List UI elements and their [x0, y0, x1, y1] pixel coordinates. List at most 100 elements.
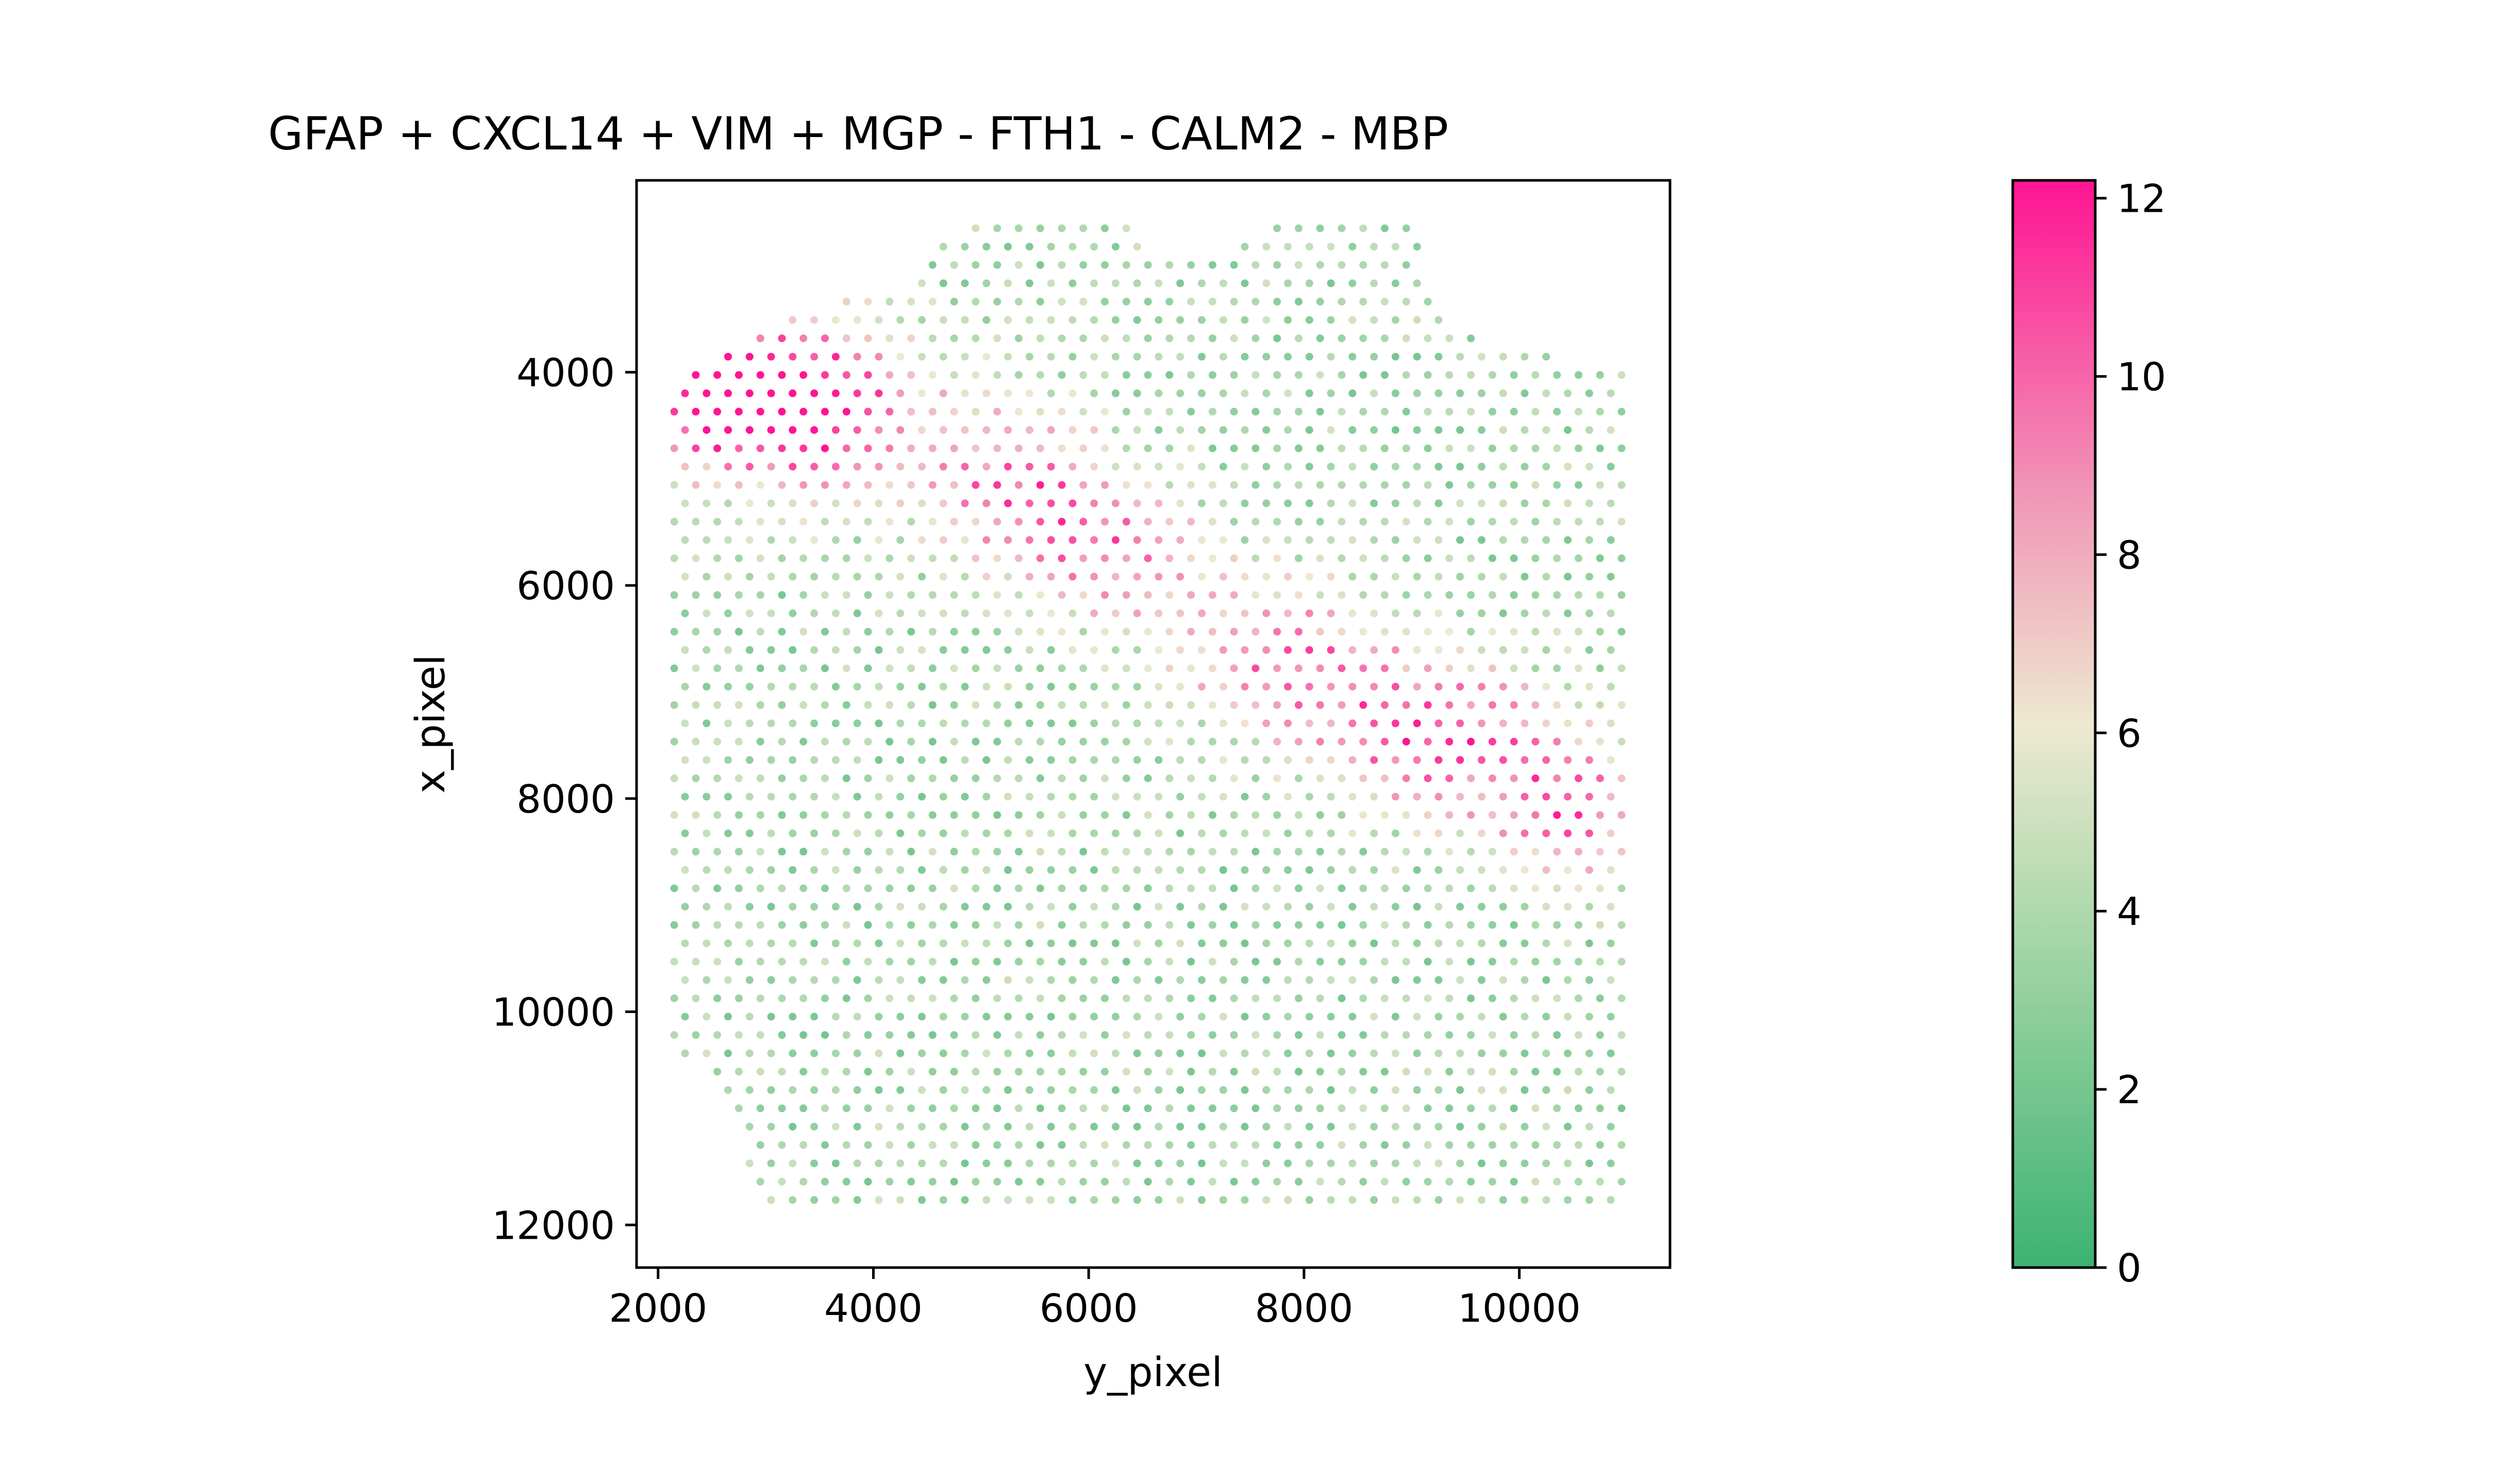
spot	[778, 701, 786, 709]
spot	[1391, 609, 1399, 617]
spot	[1230, 1104, 1238, 1112]
spot	[864, 921, 872, 929]
spot	[1445, 994, 1454, 1002]
spot	[875, 1086, 883, 1094]
spot	[703, 499, 711, 508]
spot	[1510, 554, 1518, 562]
spot	[972, 994, 980, 1002]
spot	[1144, 957, 1152, 966]
spot	[703, 646, 711, 654]
spot	[821, 921, 829, 929]
spot	[1111, 426, 1120, 434]
spot	[961, 866, 969, 874]
spot	[1348, 352, 1357, 361]
spot	[1047, 463, 1055, 471]
spot	[756, 921, 764, 929]
spot	[681, 572, 689, 581]
spot	[789, 1159, 797, 1168]
spot	[1079, 884, 1088, 892]
spot	[1370, 463, 1378, 471]
spot	[1122, 884, 1130, 892]
spot	[1531, 1104, 1540, 1112]
spot	[1370, 1086, 1378, 1094]
spot	[1575, 1031, 1582, 1039]
spot	[1553, 408, 1561, 416]
spot	[1176, 352, 1184, 361]
spot	[1499, 609, 1507, 617]
spot	[734, 701, 743, 709]
spot	[1607, 829, 1615, 837]
spot	[864, 444, 872, 452]
spot	[1488, 1068, 1496, 1076]
spot	[734, 444, 743, 452]
spot	[1478, 352, 1485, 361]
spot	[1456, 1086, 1464, 1094]
spot	[1230, 1177, 1238, 1186]
spot	[1521, 1123, 1529, 1131]
spot	[1316, 884, 1324, 892]
spot	[789, 352, 797, 361]
spot	[1607, 609, 1615, 617]
spot	[1305, 536, 1313, 544]
spot	[778, 628, 786, 636]
spot	[1251, 408, 1260, 416]
spot	[886, 1104, 894, 1112]
spot	[1144, 444, 1152, 452]
spot	[1133, 463, 1141, 471]
spot	[1531, 737, 1540, 746]
spot	[1445, 737, 1454, 746]
spot	[842, 554, 850, 562]
spot	[1316, 481, 1324, 489]
spot	[1219, 719, 1227, 728]
spot	[1262, 389, 1271, 397]
spot	[681, 499, 689, 508]
spot	[842, 774, 850, 782]
spot	[778, 517, 786, 526]
spot	[670, 628, 678, 636]
spot	[1617, 848, 1626, 856]
spot	[1208, 371, 1216, 379]
spot	[961, 536, 969, 544]
spot	[1111, 536, 1120, 544]
spot	[1165, 811, 1174, 819]
spot	[1208, 1141, 1216, 1149]
spot	[1381, 811, 1389, 819]
spot	[1607, 646, 1615, 654]
spot	[1413, 866, 1421, 874]
spot	[1316, 957, 1324, 966]
spot	[1327, 243, 1335, 251]
spot	[961, 609, 969, 617]
spot	[1575, 444, 1582, 452]
spot	[1251, 957, 1260, 966]
spot	[1607, 939, 1615, 948]
spot	[1596, 737, 1604, 746]
spot	[1359, 1068, 1367, 1076]
spot	[1510, 1068, 1518, 1076]
spot	[1607, 1159, 1615, 1168]
spot	[703, 829, 711, 837]
spot	[703, 1049, 711, 1057]
spot	[1617, 737, 1626, 746]
spot	[993, 921, 1001, 929]
spot	[907, 1031, 915, 1039]
spot	[1004, 499, 1012, 508]
spot	[1402, 481, 1410, 489]
spot	[810, 1123, 819, 1131]
spot	[1585, 719, 1593, 728]
spot	[1219, 646, 1227, 654]
spot	[982, 792, 991, 801]
spot	[1424, 1031, 1432, 1039]
spot	[778, 481, 786, 489]
spot	[1058, 224, 1066, 232]
spot	[1478, 1123, 1485, 1131]
spot	[982, 719, 991, 728]
spot	[1208, 628, 1216, 636]
spot	[1521, 719, 1529, 728]
spot	[1348, 719, 1357, 728]
spot	[950, 1177, 958, 1186]
spot	[1295, 444, 1302, 452]
spot	[1467, 554, 1475, 562]
spot	[789, 463, 797, 471]
spot	[1359, 1104, 1367, 1112]
spot	[681, 683, 689, 691]
